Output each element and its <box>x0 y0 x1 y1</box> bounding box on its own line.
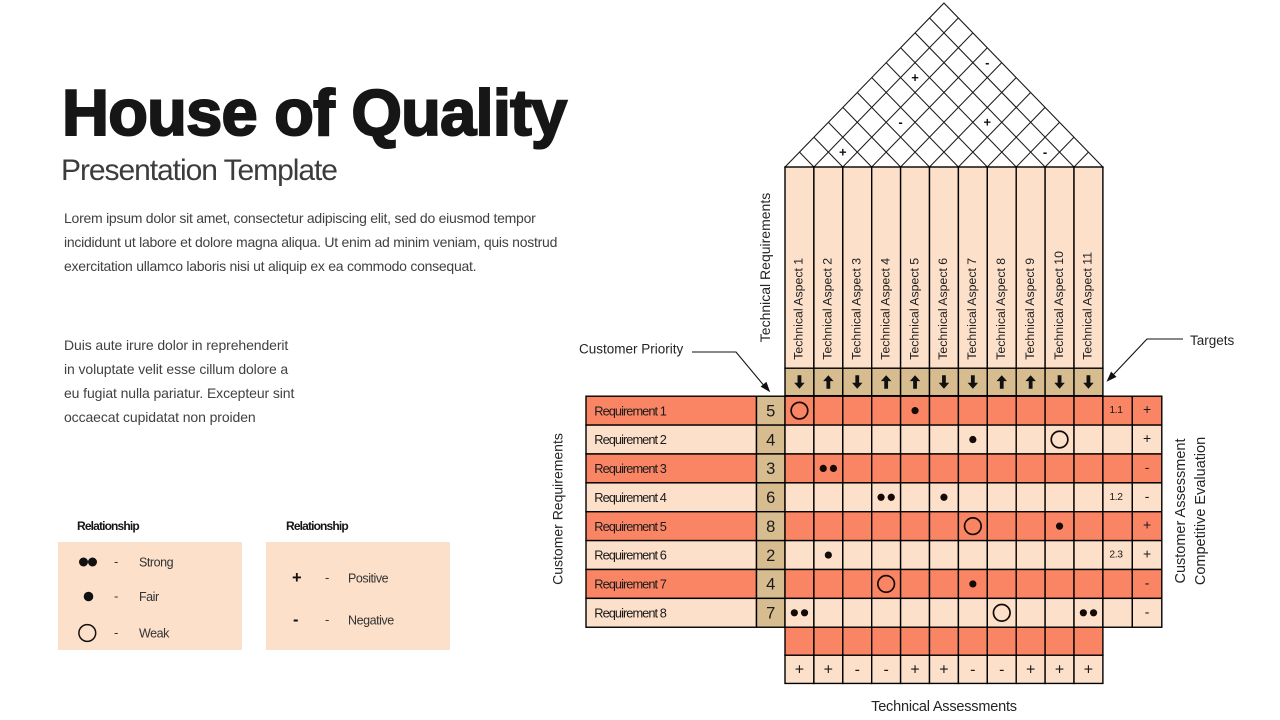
svg-text:-: - <box>1145 574 1150 590</box>
svg-text:Customer Priority: Customer Priority <box>579 342 684 357</box>
svg-text:Technical Aspect 6: Technical Aspect 6 <box>936 258 950 360</box>
svg-text:Technical Aspect 5: Technical Aspect 5 <box>907 258 921 360</box>
svg-text:-: - <box>1145 488 1150 504</box>
svg-text:-: - <box>1043 144 1047 159</box>
svg-text:-: - <box>999 661 1004 678</box>
svg-text:Technical Aspect 2: Technical Aspect 2 <box>821 258 835 360</box>
svg-text:3: 3 <box>766 460 775 478</box>
svg-text:+: + <box>1143 401 1151 417</box>
svg-text:Requirement 7: Requirement 7 <box>594 577 666 592</box>
svg-text:-: - <box>1145 459 1150 475</box>
svg-text:-: - <box>114 589 118 604</box>
svg-text:+: + <box>911 70 919 85</box>
svg-text:Technical Assessments: Technical Assessments <box>871 699 1017 715</box>
svg-text:Technical Requirements: Technical Requirements <box>757 193 773 342</box>
svg-text:Technical Aspect 3: Technical Aspect 3 <box>850 258 864 360</box>
svg-text:Technical Aspect 9: Technical Aspect 9 <box>1023 258 1037 360</box>
svg-text:-: - <box>855 661 860 678</box>
svg-text:Weak: Weak <box>139 627 170 641</box>
svg-text:2: 2 <box>766 547 775 565</box>
svg-text:-: - <box>1145 603 1150 619</box>
svg-text:+: + <box>939 661 948 678</box>
svg-text:+: + <box>824 661 833 678</box>
svg-text:+: + <box>1084 661 1093 678</box>
svg-text:Requirement 2: Requirement 2 <box>594 432 666 447</box>
svg-text:+: + <box>984 115 992 130</box>
svg-text:-: - <box>970 661 975 678</box>
svg-text:2.3: 2.3 <box>1109 550 1123 561</box>
svg-text:Customer Requirements: Customer Requirements <box>550 433 566 585</box>
svg-text:Customer Assessment: Customer Assessment <box>1173 438 1189 583</box>
svg-text:Technical Aspect 4: Technical Aspect 4 <box>878 258 892 360</box>
svg-text:-: - <box>325 612 329 627</box>
svg-text:Technical Aspect 8: Technical Aspect 8 <box>994 258 1008 360</box>
svg-text:Competitive Evaluation: Competitive Evaluation <box>1193 437 1209 585</box>
svg-text:+: + <box>292 569 302 587</box>
svg-text:+: + <box>1026 661 1035 678</box>
svg-text:Technical Aspect 7: Technical Aspect 7 <box>965 258 979 360</box>
svg-text:-: - <box>114 625 118 640</box>
svg-text:Technical Aspect 10: Technical Aspect 10 <box>1052 251 1066 360</box>
svg-text:-: - <box>985 55 989 70</box>
svg-text:-: - <box>114 554 118 569</box>
svg-text:+: + <box>1143 546 1151 562</box>
svg-text:Fair: Fair <box>139 590 159 604</box>
svg-text:4: 4 <box>766 576 775 594</box>
svg-text:-: - <box>898 115 902 130</box>
svg-text:Technical Aspect 1: Technical Aspect 1 <box>792 258 806 360</box>
svg-text:-: - <box>325 570 329 585</box>
svg-text:Strong: Strong <box>139 556 174 570</box>
svg-text:Requirement 1: Requirement 1 <box>594 403 666 418</box>
svg-text:1.2: 1.2 <box>1109 492 1123 503</box>
svg-text:Requirement 3: Requirement 3 <box>594 461 666 476</box>
svg-text:+: + <box>910 661 919 678</box>
svg-text:1.1: 1.1 <box>1109 405 1123 416</box>
svg-text:5: 5 <box>766 402 775 420</box>
svg-text:-: - <box>293 611 299 629</box>
svg-text:Technical Aspect 11: Technical Aspect 11 <box>1081 252 1095 360</box>
svg-text:+: + <box>1143 430 1151 446</box>
svg-text:6: 6 <box>766 489 775 507</box>
svg-text:Requirement 4: Requirement 4 <box>594 490 666 505</box>
svg-text:Requirement 6: Requirement 6 <box>594 548 666 563</box>
svg-text:7: 7 <box>766 605 775 623</box>
svg-text:8: 8 <box>766 518 775 536</box>
svg-text:Requirement 5: Requirement 5 <box>594 519 666 534</box>
svg-text:Targets: Targets <box>1190 333 1235 348</box>
svg-text:Requirement 8: Requirement 8 <box>594 606 666 621</box>
svg-text:Positive: Positive <box>348 572 389 586</box>
svg-text:4: 4 <box>766 431 775 449</box>
svg-text:-: - <box>883 661 888 678</box>
svg-text:Negative: Negative <box>348 614 394 628</box>
svg-text:+: + <box>795 661 804 678</box>
svg-text:+: + <box>1055 661 1064 678</box>
svg-text:+: + <box>839 144 847 159</box>
svg-text:+: + <box>1143 517 1151 533</box>
